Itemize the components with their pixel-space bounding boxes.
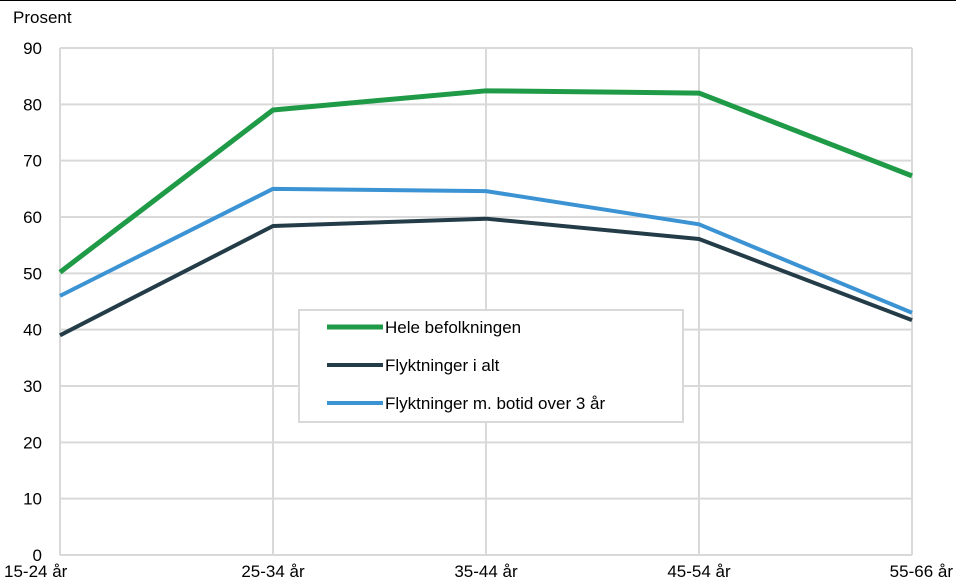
y-tick-labels: 0 10 20 30 40 50 60 70 80 90 xyxy=(23,39,42,565)
series-line xyxy=(59,216,913,338)
series-line xyxy=(59,186,913,315)
legend-label: Hele befolkningen xyxy=(385,318,521,337)
x-tick-label: 45-54 år xyxy=(667,562,731,581)
x-tick-label: 25-34 år xyxy=(241,562,305,581)
y-tick-label: 70 xyxy=(23,152,42,171)
x-tick-label: 35-44 år xyxy=(454,562,518,581)
y-axis-label: Prosent xyxy=(13,8,72,27)
y-tick-label: 10 xyxy=(23,490,42,509)
x-tick-labels: 15-24 år 25-34 år 35-44 år 45-54 år 55-66 år xyxy=(4,562,953,581)
x-tick-label: 15-24 år xyxy=(4,562,68,581)
y-tick-label: 50 xyxy=(23,264,42,283)
y-tick-label: 30 xyxy=(23,377,42,396)
y-tick-label: 40 xyxy=(23,321,42,340)
y-tick-label: 60 xyxy=(23,208,42,227)
y-tick-label: 80 xyxy=(23,95,42,114)
top-rule xyxy=(0,0,956,1)
x-tick-label: 55-66 år xyxy=(890,562,954,581)
legend-label: Flyktninger i alt xyxy=(385,356,500,375)
y-tick-label: 0 xyxy=(33,546,42,565)
legend: Hele befolkningen Flyktninger i alt Flyktn… xyxy=(298,309,684,423)
legend-label: Flyktninger m. botid over 3 år xyxy=(385,394,605,413)
y-tick-label: 90 xyxy=(23,39,42,58)
y-tick-label: 20 xyxy=(23,433,42,452)
series-lines xyxy=(58,88,913,338)
series-line xyxy=(58,88,913,275)
